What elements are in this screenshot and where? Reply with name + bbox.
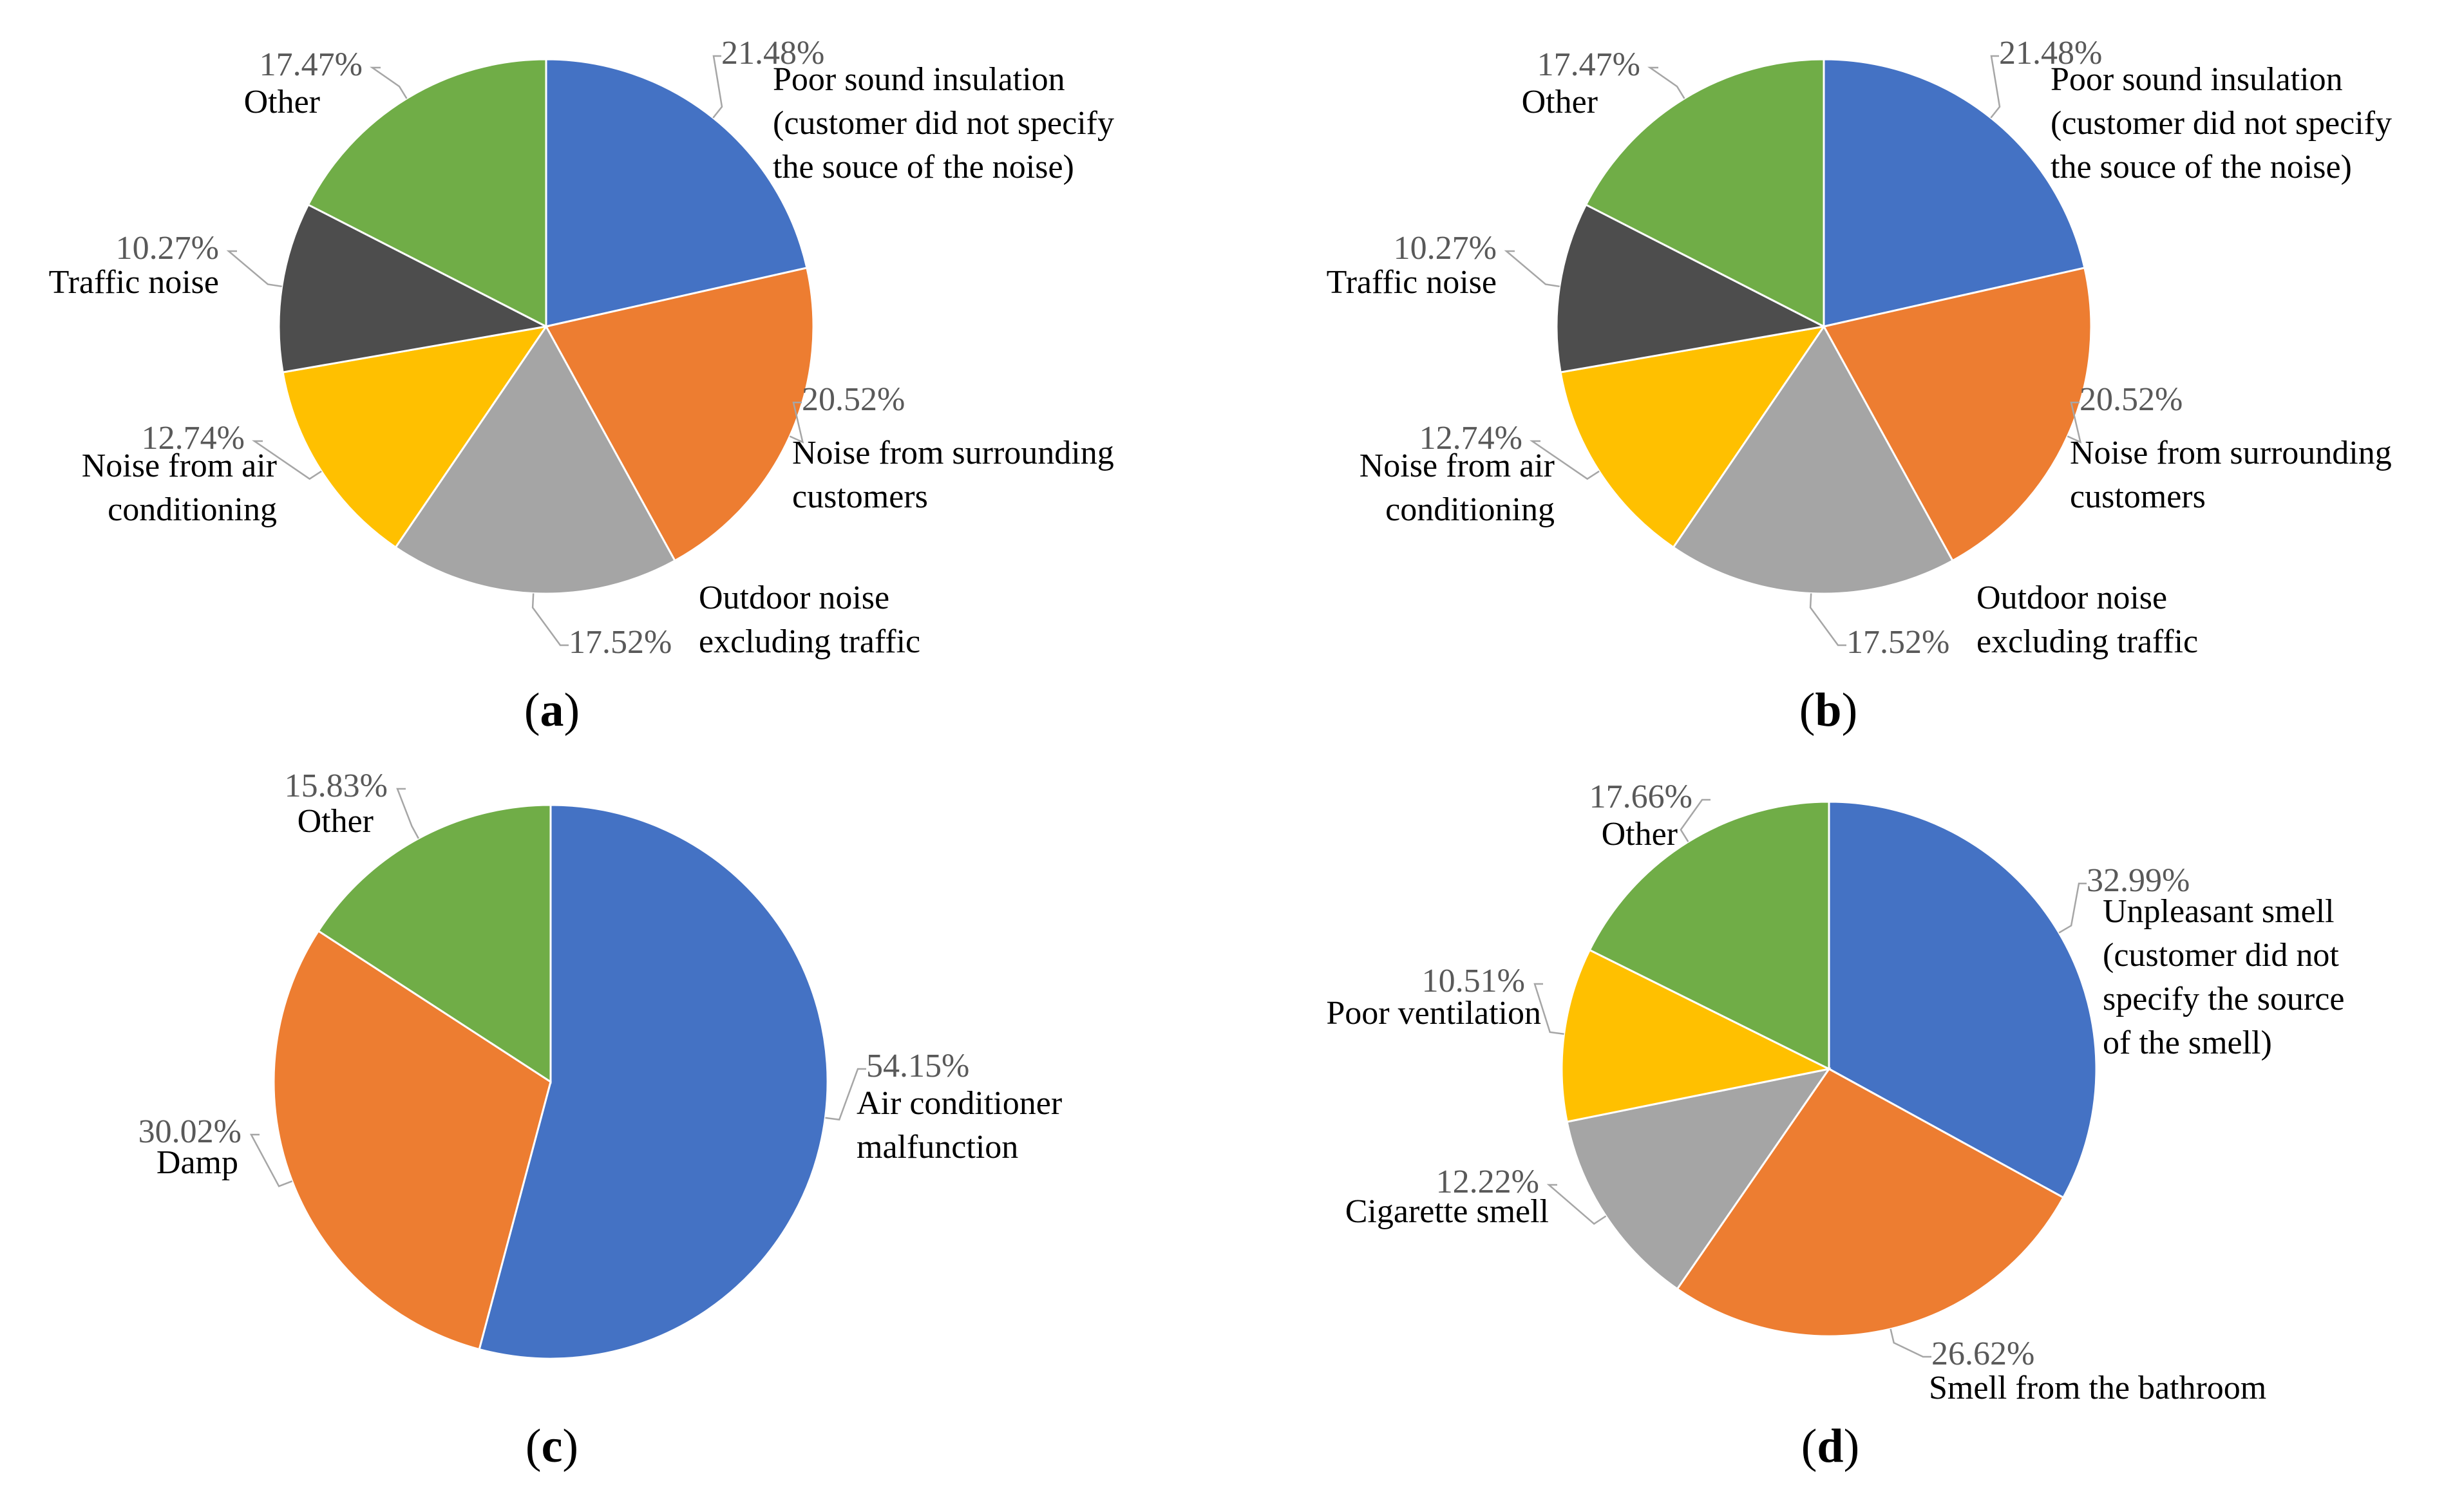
leader-line bbox=[1529, 440, 1600, 480]
data-label-category: Poor sound insulation (customer did not s… bbox=[773, 61, 1114, 185]
data-label-category: Outdoor noise excluding traffic bbox=[1976, 580, 2198, 660]
pie-slice bbox=[478, 804, 829, 1360]
data-label-category: Other bbox=[298, 803, 374, 840]
pie-slice bbox=[1828, 800, 2098, 1199]
data-label-percent: 12.22% bbox=[1436, 1164, 1539, 1200]
leader-line bbox=[370, 66, 408, 99]
pie-slice bbox=[272, 929, 552, 1351]
data-label-category: Poor ventilation bbox=[1326, 995, 1541, 1032]
pie-slice bbox=[1559, 325, 1826, 549]
leader-line bbox=[1546, 1184, 1607, 1225]
pie-slice bbox=[1560, 949, 1832, 1123]
leader-line bbox=[1680, 798, 1711, 842]
leader-line bbox=[825, 1068, 866, 1121]
leader-line bbox=[226, 250, 282, 288]
pie-slice bbox=[1676, 1068, 2065, 1337]
data-label-percent: 17.47% bbox=[260, 46, 363, 83]
leader-line bbox=[789, 401, 804, 444]
leader-line bbox=[1647, 66, 1685, 99]
pie-slice bbox=[317, 804, 552, 1084]
data-label-percent: 12.74% bbox=[1419, 420, 1522, 457]
leader-line bbox=[251, 440, 322, 480]
data-label-category: Unpleasant smell (customer did not specify… bbox=[2103, 893, 2344, 1061]
pie-chart-a: 21.48%Poor sound insulation (customer did… bbox=[49, 35, 1114, 737]
data-label-percent: 17.52% bbox=[569, 624, 672, 661]
data-label-category: Damp bbox=[156, 1144, 238, 1181]
data-label-percent: 15.83% bbox=[285, 768, 388, 804]
data-label-percent: 10.27% bbox=[116, 230, 219, 267]
leader-line bbox=[1504, 250, 1560, 288]
pie-chart-b: 21.48%Poor sound insulation (customer did… bbox=[1327, 35, 2392, 737]
data-label-percent: 21.48% bbox=[1999, 35, 2102, 71]
data-label-percent: 10.27% bbox=[1394, 230, 1497, 267]
data-label-category: Noise from surrounding customers bbox=[792, 435, 1114, 515]
data-label-percent: 10.51% bbox=[1422, 963, 1525, 999]
panel-label: (b) bbox=[1799, 684, 1857, 737]
data-label-category: Air conditioner malfunction bbox=[857, 1085, 1062, 1166]
pie-slice bbox=[281, 325, 549, 549]
data-label-percent: 32.99% bbox=[2087, 862, 2190, 899]
pie-slice bbox=[1823, 58, 2086, 328]
leader-line bbox=[396, 788, 419, 839]
data-label-category: Traffic noise bbox=[1327, 264, 1497, 301]
data-label-category: Other bbox=[1602, 816, 1678, 853]
data-label-category: Outdoor noise excluding traffic bbox=[699, 580, 920, 660]
pie-slice bbox=[1672, 325, 1954, 595]
panel-label: (a) bbox=[524, 684, 580, 737]
pie-slice bbox=[1566, 1067, 1832, 1290]
data-label-category: Other bbox=[244, 84, 320, 120]
leader-line bbox=[2067, 401, 2082, 444]
data-label-category: Other bbox=[1522, 84, 1598, 120]
data-label-percent: 26.62% bbox=[1931, 1336, 2034, 1372]
leader-line bbox=[531, 593, 569, 647]
leader-line bbox=[2058, 882, 2087, 934]
pie-slice bbox=[1584, 58, 1825, 328]
leader-line bbox=[1809, 593, 1846, 647]
data-label-percent: 20.52% bbox=[802, 381, 905, 418]
data-label-percent: 12.74% bbox=[142, 420, 245, 457]
leader-line bbox=[1890, 1328, 1931, 1358]
data-label-category: Noise from air conditioning bbox=[1360, 448, 1555, 528]
data-label-category: Noise from air conditioning bbox=[82, 448, 277, 528]
leader-line bbox=[712, 55, 723, 118]
panel-label: (d) bbox=[1801, 1420, 1859, 1473]
data-label-percent: 20.52% bbox=[2080, 381, 2183, 418]
pie-slice bbox=[1588, 800, 1830, 1071]
data-label-category: Noise from surrounding customers bbox=[2070, 435, 2392, 515]
data-label-category: Smell from the bathroom bbox=[1929, 1370, 2266, 1406]
data-label-category: Cigarette smell bbox=[1345, 1193, 1549, 1230]
data-label-percent: 17.47% bbox=[1537, 46, 1640, 83]
leader-line bbox=[1990, 55, 2001, 118]
leader-line bbox=[249, 1133, 293, 1187]
pie-slice bbox=[307, 58, 547, 328]
pie-chart-c: 54.15%Air conditioner malfunction 30.02%Da… bbox=[138, 768, 1062, 1473]
data-label-percent: 17.52% bbox=[1846, 624, 1949, 661]
data-label-percent: 30.02% bbox=[138, 1113, 242, 1150]
leader-line bbox=[1533, 983, 1564, 1035]
pie-chart-d: 32.99%Unpleasant smell (customer did not s… bbox=[1326, 779, 2344, 1473]
data-label-percent: 21.48% bbox=[721, 35, 824, 71]
data-label-category: Poor sound insulation (customer did not s… bbox=[2051, 61, 2392, 185]
pie-slice bbox=[394, 325, 676, 595]
data-label-category: Traffic noise bbox=[49, 264, 219, 301]
panel-label: (c) bbox=[526, 1420, 578, 1473]
pie-slice bbox=[545, 58, 808, 328]
data-label-percent: 54.15% bbox=[866, 1048, 969, 1084]
data-label-percent: 17.66% bbox=[1589, 779, 1692, 815]
